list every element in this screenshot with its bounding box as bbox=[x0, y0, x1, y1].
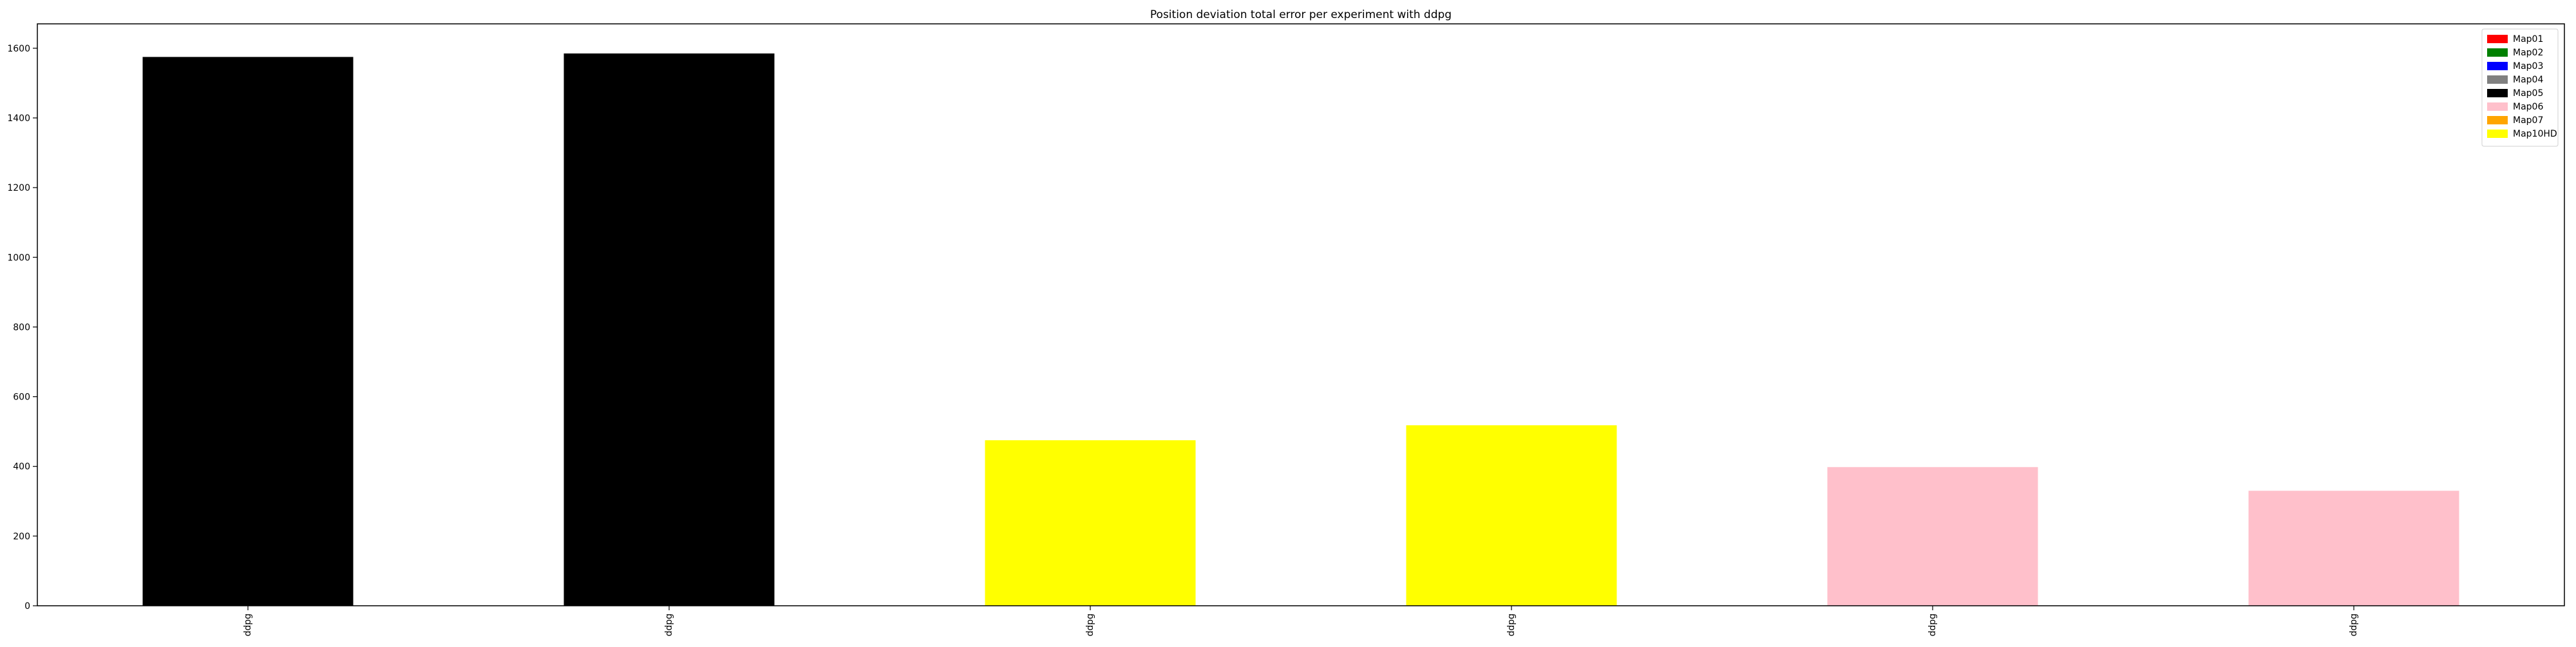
x-tick-label: ddpg bbox=[1927, 613, 1938, 637]
bar-6 bbox=[2248, 490, 2459, 606]
legend-label-map05: Map05 bbox=[2513, 88, 2543, 99]
legend-label-map10hd: Map10HD bbox=[2513, 129, 2557, 139]
x-tick-label: ddpg bbox=[1506, 613, 1517, 637]
y-tick-label: 0 bbox=[24, 601, 30, 612]
legend-swatch-map05 bbox=[2487, 89, 2508, 97]
legend-swatch-map06 bbox=[2487, 102, 2508, 111]
legend-swatch-map02 bbox=[2487, 48, 2508, 57]
x-axis: ddpg ddpg ddpg ddpg ddpg ddpg bbox=[243, 606, 2359, 637]
y-tick-label: 400 bbox=[13, 462, 30, 472]
legend-label-map04: Map04 bbox=[2513, 75, 2543, 85]
bar-1 bbox=[142, 57, 354, 606]
x-tick-label: ddpg bbox=[243, 613, 253, 637]
legend-label-map06: Map06 bbox=[2513, 102, 2543, 112]
chart-title: Position deviation total error per exper… bbox=[1150, 8, 1452, 21]
legend-swatch-map07 bbox=[2487, 116, 2508, 124]
y-tick-label: 1000 bbox=[7, 253, 30, 263]
legend-label-map01: Map01 bbox=[2513, 34, 2543, 44]
bar-4 bbox=[1406, 425, 1617, 606]
bar-2 bbox=[564, 53, 775, 606]
legend-swatch-map01 bbox=[2487, 35, 2508, 43]
plot-frame bbox=[37, 23, 2565, 606]
legend-swatch-map03 bbox=[2487, 62, 2508, 70]
y-tick-label: 200 bbox=[13, 532, 30, 542]
bar-3 bbox=[985, 440, 1196, 606]
x-tick-label: ddpg bbox=[1085, 613, 1095, 637]
legend: Map01 Map02 Map03 Map04 Map05 Map06 Map07 Map10… bbox=[2481, 28, 2559, 147]
x-tick-label: ddpg bbox=[2349, 613, 2359, 637]
y-tick-label: 1200 bbox=[7, 183, 30, 193]
y-tick-label: 800 bbox=[13, 322, 30, 333]
x-tick-label: ddpg bbox=[664, 613, 674, 637]
legend-swatch-map04 bbox=[2487, 75, 2508, 84]
legend-label-map07: Map07 bbox=[2513, 115, 2543, 126]
y-tick-label: 1600 bbox=[7, 44, 30, 54]
y-axis: 0 200 400 600 800 1000 1200 1400 1600 bbox=[7, 44, 37, 612]
y-tick-label: 1400 bbox=[7, 113, 30, 124]
y-tick-label: 600 bbox=[13, 392, 30, 403]
legend-label-map03: Map03 bbox=[2513, 61, 2543, 72]
legend-label-map02: Map02 bbox=[2513, 48, 2543, 58]
legend-swatch-map10hd bbox=[2487, 130, 2508, 138]
bar-5 bbox=[1827, 467, 2038, 606]
bars-layer bbox=[142, 53, 2459, 606]
